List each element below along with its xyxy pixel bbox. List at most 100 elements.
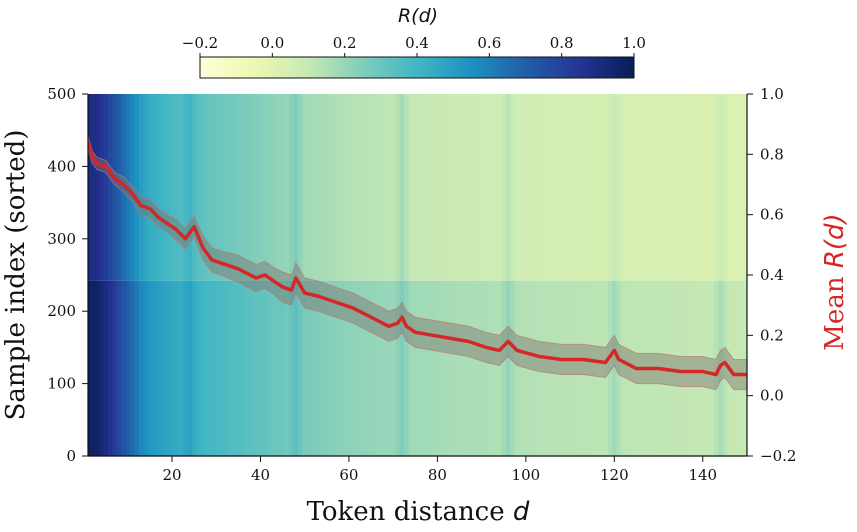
heatmap-cell	[744, 94, 747, 281]
heatmap-cell	[439, 280, 445, 456]
colorbar-tick-label: 1.0	[622, 34, 646, 52]
heatmap-cell	[320, 94, 326, 281]
heatmap-cell	[245, 280, 251, 456]
heatmap-cell	[337, 94, 343, 281]
heatmap-cell	[329, 280, 335, 456]
heatmap-cell	[196, 280, 202, 456]
y-tick-label: 500	[47, 85, 76, 103]
heatmap-cell	[669, 94, 675, 281]
heatmap-cell	[718, 94, 724, 281]
y-tick-label: 100	[47, 375, 76, 393]
y2-tick-label: 0.0	[760, 387, 784, 405]
x-axis-label: Token distance d	[307, 497, 530, 527]
heatmap-cell	[99, 94, 105, 281]
heatmap-cell	[94, 280, 100, 456]
heatmap-cell	[222, 280, 228, 456]
heatmap-cell	[240, 280, 246, 456]
heatmap-cell	[169, 94, 175, 281]
heatmap-cell	[691, 94, 697, 281]
heatmap-cell	[112, 280, 118, 456]
heatmap-cell	[541, 280, 547, 456]
heatmap-cell	[488, 94, 494, 281]
heatmap-cell	[386, 94, 392, 281]
heatmap-cell	[479, 94, 485, 281]
heatmap-cell	[470, 94, 476, 281]
heatmap-cell	[165, 280, 171, 456]
heatmap-cell	[598, 280, 604, 456]
heatmap-cell	[709, 280, 715, 456]
heatmap-cell	[342, 94, 348, 281]
heatmap-cell	[510, 94, 516, 281]
heatmap-cell	[492, 280, 498, 456]
x-tick-label: 60	[339, 466, 358, 484]
heatmap-cell	[576, 280, 582, 456]
heatmap-cell	[205, 280, 211, 456]
heatmap-cell	[727, 94, 733, 281]
heatmap-cell	[275, 280, 281, 456]
heatmap-cell	[298, 280, 304, 456]
heatmap-cell	[483, 94, 489, 281]
heatmap-cell	[501, 94, 507, 281]
heatmap-cell	[218, 280, 224, 456]
heatmap-cell	[342, 280, 348, 456]
heatmap-cell	[435, 94, 441, 281]
heatmap-cell	[585, 280, 591, 456]
heatmap-cell	[514, 94, 520, 281]
heatmap-cell	[479, 280, 485, 456]
heatmap-cell	[360, 94, 366, 281]
heatmap-cell	[293, 280, 299, 456]
colorbar	[199, 56, 635, 79]
heatmap-cell	[638, 94, 644, 281]
heatmap-cell	[713, 280, 719, 456]
heatmap-cell	[510, 280, 516, 456]
heatmap-cell	[634, 94, 640, 281]
heatmap-cell	[665, 94, 671, 281]
heatmap-cell	[107, 94, 113, 281]
colorbar-tick-label: −0.2	[182, 34, 218, 52]
heatmap-cell	[169, 280, 175, 456]
heatmap-cell	[147, 94, 153, 281]
heatmap-cell	[302, 280, 308, 456]
heatmap-cell	[563, 94, 569, 281]
heatmap-cell	[709, 94, 715, 281]
heatmap-cell	[377, 94, 383, 281]
x-tick-label: 100	[512, 466, 541, 484]
heatmap-cell	[448, 280, 454, 456]
heatmap-cell	[656, 94, 662, 281]
heatmap-cell	[603, 280, 609, 456]
heatmap-cell	[452, 94, 458, 281]
heatmap-cell	[399, 94, 405, 281]
heatmap-cell	[452, 280, 458, 456]
heatmap-cell	[532, 94, 538, 281]
heatmap-cell	[351, 94, 357, 281]
y2-ticks: −0.2 0.0 0.2 0.4 0.6 0.8 1.0	[747, 85, 796, 465]
heatmap-cell	[528, 94, 534, 281]
heatmap-cell	[554, 94, 560, 281]
heatmap-cell	[178, 94, 184, 281]
heatmap-cell	[187, 280, 193, 456]
heatmap-cell	[134, 280, 140, 456]
heatmap-cell	[457, 94, 463, 281]
heatmap-cell	[364, 280, 370, 456]
heatmap-cell	[413, 94, 419, 281]
heatmap-cell	[421, 94, 427, 281]
heatmap-cell	[214, 94, 220, 281]
colorbar-tick-label: 0.6	[477, 34, 501, 52]
heatmap-cell	[545, 94, 551, 281]
heatmap-cell	[559, 94, 565, 281]
heatmap-cell	[612, 94, 618, 281]
heatmap-cell	[253, 94, 259, 281]
y2-tick-label: −0.2	[760, 447, 796, 465]
heatmap-cell	[572, 280, 578, 456]
heatmap-cell	[306, 94, 312, 281]
heatmap-cell	[474, 94, 481, 281]
heatmap-cell	[497, 94, 503, 281]
heatmap-cell	[620, 280, 626, 456]
heatmap-cell	[408, 94, 414, 281]
heatmap-cell	[271, 94, 277, 281]
heatmap-cell	[501, 280, 507, 456]
heatmap-cell	[421, 280, 427, 456]
heatmap-cell	[116, 280, 122, 456]
heatmap-cell	[669, 280, 675, 456]
heatmap-cell	[267, 280, 273, 456]
